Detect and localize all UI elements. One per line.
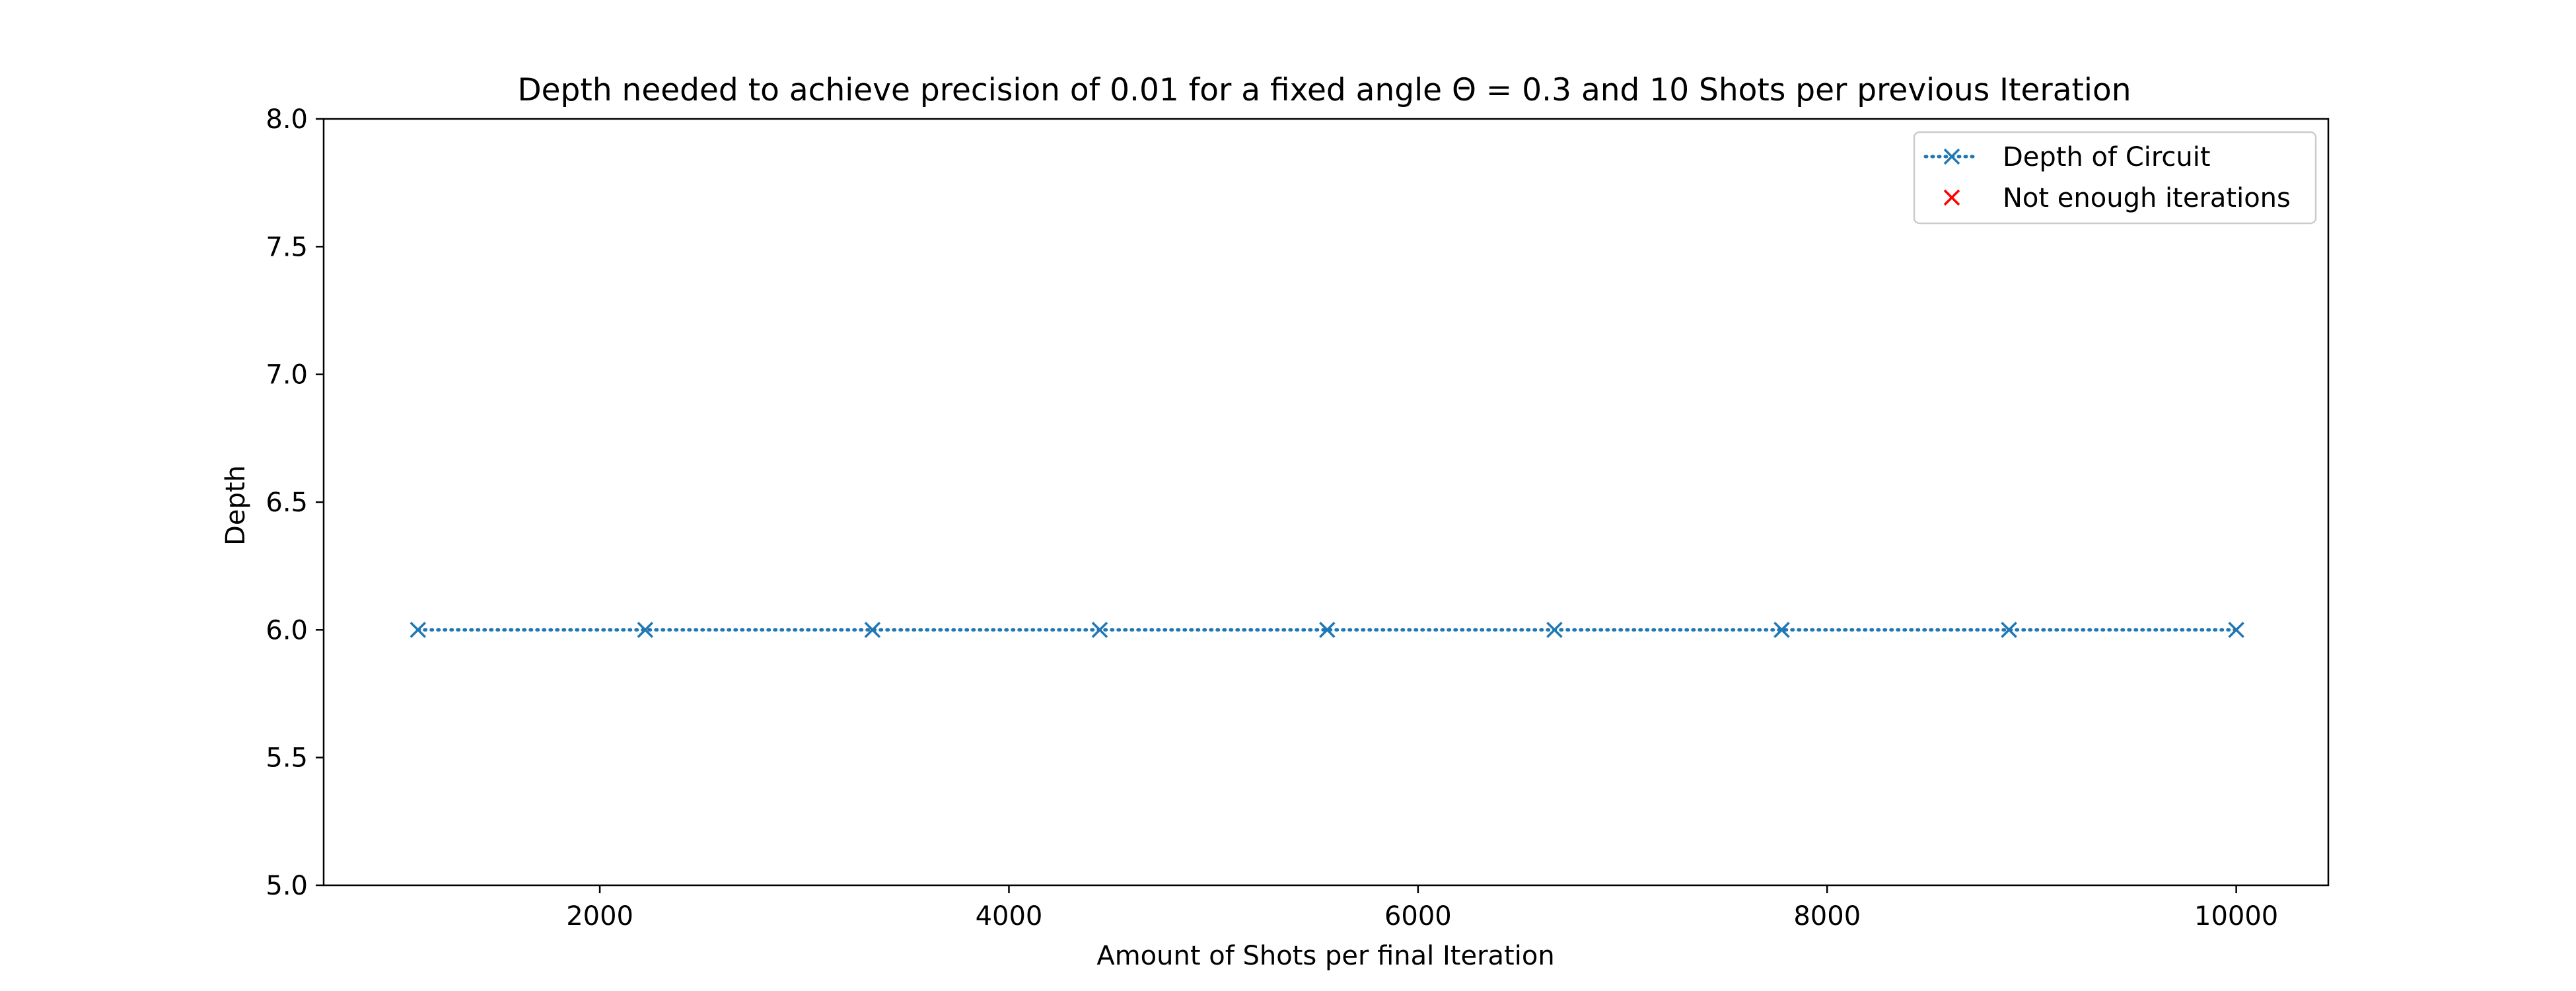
data-point-marker (410, 622, 427, 638)
y-tick-label: 8.0 (266, 104, 308, 135)
marker-stroke (2228, 622, 2244, 638)
data-point-marker (864, 622, 881, 638)
y-axis-ticks: 5.0 5.5 6.0 6.5 7.0 7.5 8.0 (266, 104, 324, 901)
data-point-marker (1091, 622, 1108, 638)
x-tick-label: 10000 (2194, 901, 2278, 932)
data-point-marker (2228, 622, 2244, 638)
marker-stroke (637, 622, 654, 638)
y-tick-label: 5.0 (266, 871, 308, 901)
axes-background (324, 119, 2328, 885)
marker-stroke (2001, 622, 2017, 638)
marker-stroke (1546, 622, 1563, 638)
legend-marker-not-enough-iterations (1943, 189, 1960, 206)
data-point-marker (1773, 622, 1790, 638)
marker-stroke (1091, 622, 1108, 638)
x-axis-ticks: 2000 4000 6000 8000 10000 (566, 885, 2278, 932)
legend-marker-depth-of-circuit (1943, 148, 1960, 165)
x-tick-label: 6000 (1384, 901, 1452, 932)
marker-stroke (410, 622, 427, 638)
data-point-marker (637, 622, 654, 638)
y-tick-label: 7.0 (266, 360, 308, 390)
x-tick-label: 8000 (1793, 901, 1861, 932)
x-tick-label: 2000 (566, 901, 633, 932)
legend: Depth of Circuit Not enough iterations (1913, 131, 2317, 225)
axes-frame (322, 118, 2330, 887)
data-point-marker (1319, 622, 1336, 638)
data-point-marker (1546, 622, 1563, 638)
legend-box (1913, 131, 2317, 225)
y-tick-label: 6.5 (266, 488, 308, 518)
chart-title: Depth needed to achieve precision of 0.0… (517, 72, 2131, 108)
marker-stroke (864, 622, 881, 638)
y-tick-label: 5.5 (266, 743, 308, 774)
y-tick-label: 7.5 (266, 232, 308, 262)
y-axis-label: Depth (221, 465, 251, 546)
marker-stroke (1319, 622, 1336, 638)
plot-area (324, 119, 2328, 885)
legend-label-depth-of-circuit: Depth of Circuit (2003, 142, 2211, 172)
x-axis-label: Amount of Shots per final Iteration (1096, 941, 1554, 971)
data-point-marker (2001, 622, 2017, 638)
marker-stroke (1773, 622, 1790, 638)
series-layer (410, 622, 2244, 638)
y-tick-label: 6.0 (266, 615, 308, 645)
legend-label-not-enough-iterations: Not enough iterations (2003, 183, 2291, 213)
x-tick-label: 4000 (976, 901, 1043, 932)
